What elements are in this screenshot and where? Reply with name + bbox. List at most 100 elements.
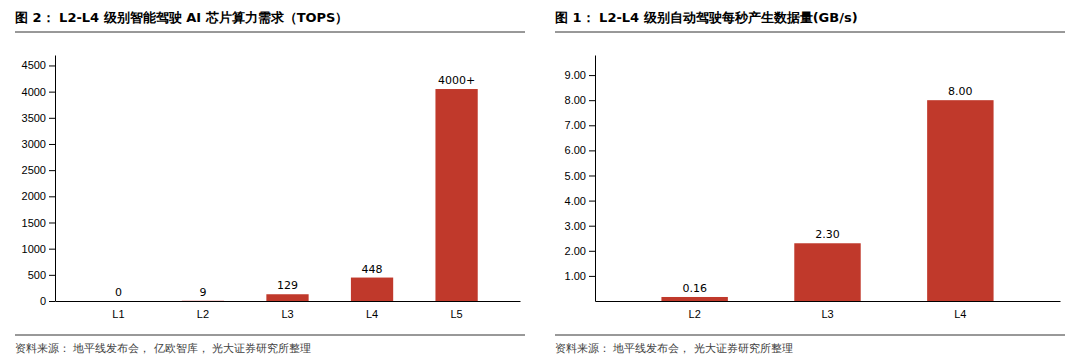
tick-label: L2 <box>197 308 209 320</box>
tick-mark <box>49 65 55 66</box>
tick-label: 2.00 <box>565 245 586 257</box>
tick-mark <box>49 249 55 250</box>
y-tick: 0 <box>40 295 55 307</box>
data-label: 129 <box>277 279 298 292</box>
y-tick: 3500 <box>22 112 55 124</box>
tick-label: 1000 <box>22 243 46 255</box>
tick-mark <box>589 150 595 151</box>
y-axis: 1.00 2.00 3.00 4.00 5.00 6.00 7.00 8.00 9.00 <box>565 56 596 302</box>
tick-label: 1500 <box>22 217 46 229</box>
tick-label: 500 <box>28 269 46 281</box>
tick-mark <box>589 100 595 101</box>
bar <box>661 297 727 301</box>
bars <box>661 100 993 301</box>
tick-label: 9.00 <box>565 69 586 81</box>
axis-line <box>596 301 1061 302</box>
bar <box>794 243 860 301</box>
title-rule <box>555 32 1065 33</box>
bar <box>351 278 393 301</box>
x-tick: L2 <box>689 308 701 320</box>
tick-label: L3 <box>281 308 293 320</box>
data-label: 2.30 <box>815 228 840 241</box>
bar <box>97 301 139 302</box>
y-tick: 2.00 <box>565 245 595 257</box>
tick-label: L4 <box>954 308 966 320</box>
data-label: 9 <box>199 286 206 299</box>
tick-label: 4.00 <box>565 195 586 207</box>
y-tick: 2500 <box>22 164 55 176</box>
tick-label: 3500 <box>22 112 46 124</box>
data-label: 4000+ <box>438 74 475 87</box>
plot-area: 0 500 1000 1500 2000 2500 3000 3500 4000 4500 L1 L2… <box>22 56 521 320</box>
data-label: 0 <box>115 286 122 299</box>
chart-title: 图 1： L2-L4 级别自动驾驶每秒产生数据量(GB/s) <box>555 10 858 25</box>
data-label: 448 <box>362 263 383 276</box>
plot-area: 1.00 2.00 3.00 4.00 5.00 6.00 7.00 8.00 9.00 L2 L3… <box>565 56 1061 320</box>
axis-line <box>56 301 521 302</box>
tick-label: L5 <box>450 308 462 320</box>
tick-label: 5.00 <box>565 170 586 182</box>
y-tick: 1.00 <box>565 270 595 282</box>
y-tick: 9.00 <box>565 69 595 81</box>
chart-root: 图 2： L2-L4 级别智能驾驶 AI 芯片算力需求（TOPS）资料来源： 地… <box>0 0 1080 363</box>
y-tick: 4500 <box>22 59 55 71</box>
tick-mark <box>589 251 595 252</box>
y-axis: 0 500 1000 1500 2000 2500 3000 3500 4000 4500 <box>22 56 56 308</box>
y-tick: 4000 <box>22 86 55 98</box>
y-tick: 500 <box>28 269 55 281</box>
panel: 图 1： L2-L4 级别自动驾驶每秒产生数据量(GB/s) 资料来源： 地平线发… <box>555 10 1065 355</box>
x-tick: L5 <box>450 308 462 320</box>
y-tick: 4.00 <box>565 195 595 207</box>
tick-mark <box>49 118 55 119</box>
tick-mark <box>49 196 55 197</box>
tick-label: 3000 <box>22 138 46 150</box>
data-label: 0.16 <box>682 282 707 295</box>
axis-line <box>55 56 56 302</box>
tick-mark <box>49 222 55 223</box>
y-tick: 2000 <box>22 190 55 202</box>
tick-label: L2 <box>689 308 701 320</box>
tick-mark <box>49 170 55 171</box>
y-tick: 1500 <box>22 217 55 229</box>
source-rule <box>555 335 1065 336</box>
tick-mark <box>49 144 55 145</box>
tick-label: 8.00 <box>565 94 586 106</box>
tick-label: 1.00 <box>565 270 586 282</box>
title-rule <box>15 32 525 33</box>
bar <box>927 100 993 301</box>
source-text: 资料来源： 地平线发布会， 亿欧智库， 光大证券研究所整理 <box>15 342 312 355</box>
tick-mark <box>589 226 595 227</box>
y-tick: 8.00 <box>565 94 595 106</box>
tick-label: 4500 <box>22 59 46 71</box>
source-text: 资料来源： 地平线发布会， 光大证券研究所整理 <box>555 342 793 355</box>
tick-label: L1 <box>112 308 124 320</box>
tick-label: 4000 <box>22 86 46 98</box>
tick-label: 0 <box>40 295 46 307</box>
tick-mark <box>589 175 595 176</box>
axis-line <box>595 56 596 302</box>
tick-mark <box>589 75 595 76</box>
tick-label: 3.00 <box>565 220 586 232</box>
tick-label: L3 <box>821 308 833 320</box>
x-axis: L1 L2 L3 L4 L5 <box>56 302 521 320</box>
y-tick: 7.00 <box>565 119 595 131</box>
x-tick: L3 <box>821 308 833 320</box>
bar <box>182 300 224 301</box>
x-tick: L4 <box>954 308 966 320</box>
data-label: 8.00 <box>948 85 973 98</box>
y-tick: 1000 <box>22 243 55 255</box>
tick-label: 7.00 <box>565 119 586 131</box>
data-labels: 0.16 2.30 8.00 <box>682 85 972 295</box>
x-tick: L1 <box>112 308 124 320</box>
tick-label: 6.00 <box>565 144 586 156</box>
bar <box>266 294 308 301</box>
bar <box>435 89 477 301</box>
bars <box>182 89 478 301</box>
source-rule <box>15 335 525 336</box>
tick-mark <box>589 201 595 202</box>
tick-label: L4 <box>366 308 378 320</box>
panel: 图 2： L2-L4 级别智能驾驶 AI 芯片算力需求（TOPS）资料来源： 地… <box>15 10 525 355</box>
tick-label: 2000 <box>22 190 46 202</box>
x-tick: L3 <box>281 308 293 320</box>
y-tick: 5.00 <box>565 170 595 182</box>
